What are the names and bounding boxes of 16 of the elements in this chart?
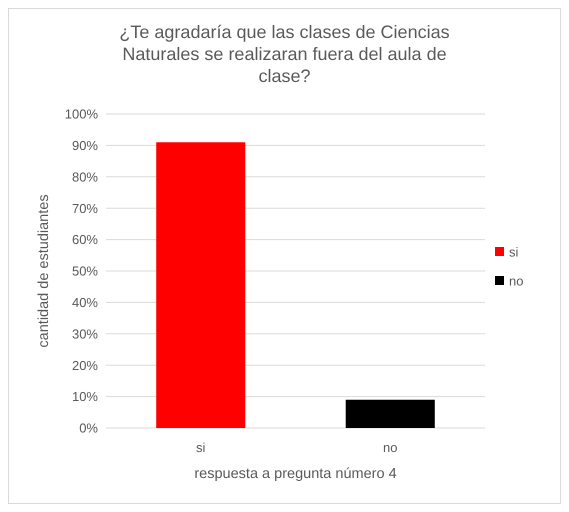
legend-label: si <box>509 244 518 260</box>
y-tick-label: 20% <box>72 358 98 373</box>
y-tick-label: 10% <box>72 389 98 404</box>
y-tick-label: 100% <box>64 106 98 122</box>
y-tick-label: 0% <box>79 420 98 436</box>
y-axis-title: cantidad de estudiantes <box>36 194 52 348</box>
y-tick-label: 40% <box>72 294 98 310</box>
chart-title: ¿Te agradaría que las clases de Ciencias Naturales se realizaran fuera del aula de clase? <box>119 22 450 86</box>
y-tick-label: 30% <box>72 326 98 342</box>
legend-label: no <box>509 274 524 289</box>
y-tick-label: 70% <box>72 200 98 216</box>
y-tick-label: 60% <box>72 232 98 248</box>
y-tick-label: 90% <box>72 138 98 153</box>
y-tick-label: 50% <box>72 264 98 279</box>
x-axis-title: respuesta a pregunta número 4 <box>194 466 397 482</box>
y-tick-label: 80% <box>72 169 98 184</box>
